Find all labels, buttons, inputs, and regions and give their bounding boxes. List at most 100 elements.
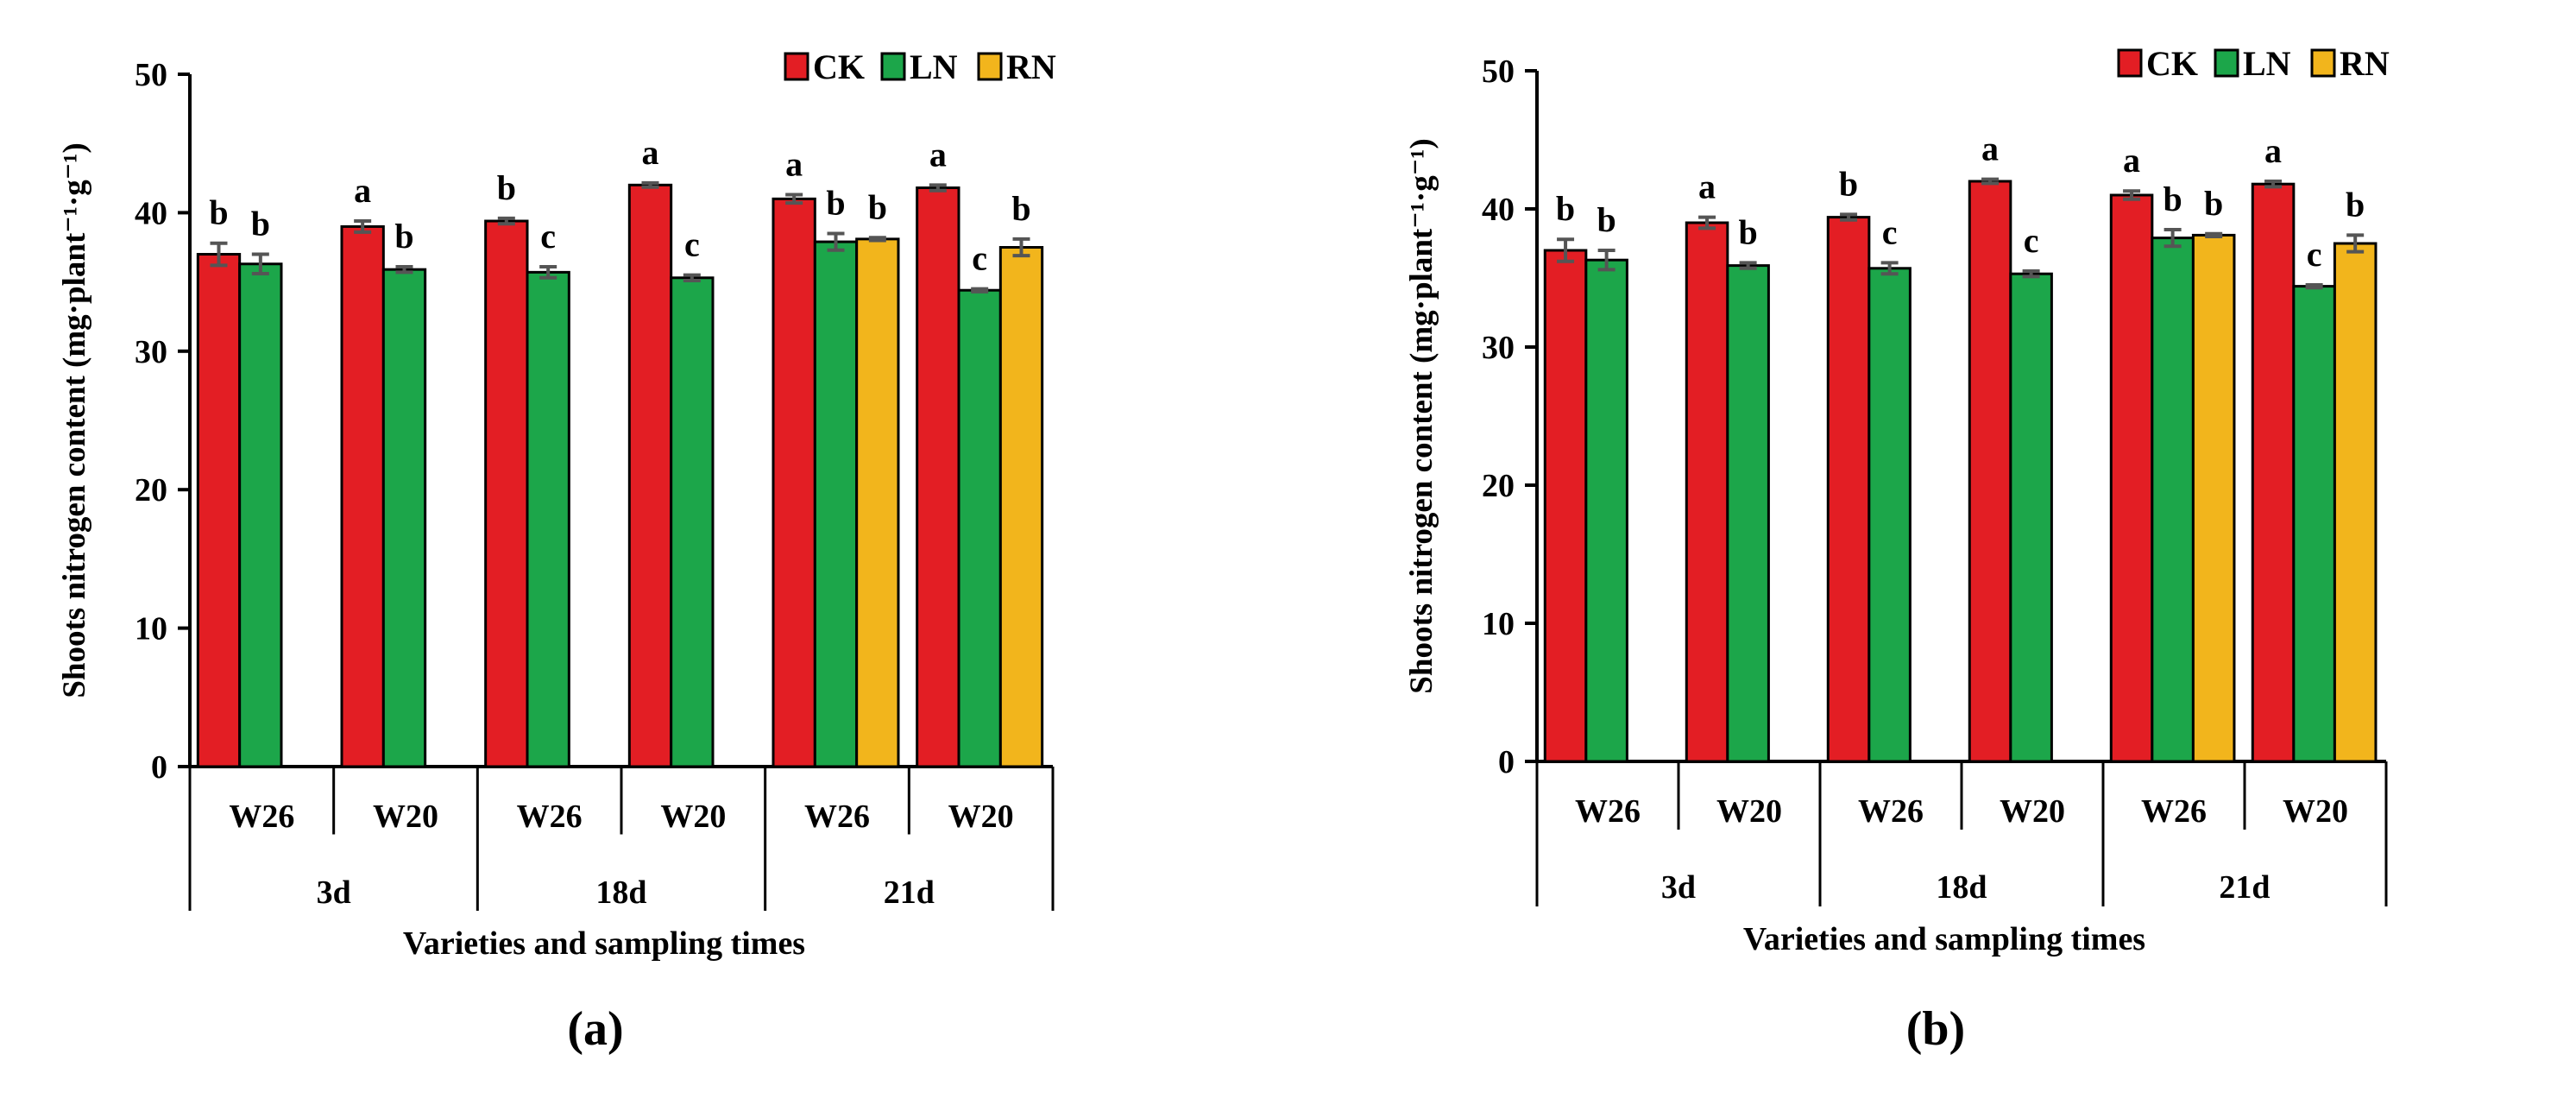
legend-swatch-ln (880, 52, 906, 81)
bar-ck (2109, 193, 2154, 763)
variety-label: W20 (660, 799, 726, 835)
bar-ln (1584, 258, 1628, 763)
bar-ln (957, 288, 1002, 768)
bar-ck (484, 219, 529, 768)
significance-label: c (1882, 212, 1898, 251)
significance-label: b (251, 205, 270, 243)
significance-label: b (2204, 184, 2223, 223)
x-axis-label: Varieties and sampling times (1743, 921, 2145, 957)
bar-ln (813, 240, 859, 768)
significance-label: b (2346, 185, 2365, 224)
significance-label: b (497, 168, 516, 207)
variety-label: W20 (2283, 793, 2348, 830)
time-label: 21d (2219, 869, 2270, 906)
significance-label: b (209, 193, 228, 232)
significance-label: a (1981, 129, 1999, 168)
significance-label: a (642, 133, 659, 172)
variety-label: W26 (1858, 793, 1924, 830)
bar-rn (2333, 242, 2378, 763)
bar-ck (627, 183, 673, 768)
bar-rn (998, 246, 1044, 768)
bar-ck (196, 253, 242, 768)
significance-label: b (1597, 200, 1616, 239)
bar-ck (2251, 182, 2296, 763)
significance-label: b (394, 217, 413, 256)
significance-label: c (972, 239, 987, 278)
time-label: 18d (1936, 869, 1987, 906)
y-tick-label: 40 (1482, 192, 1515, 228)
significance-label: b (2163, 180, 2182, 218)
time-label: 3d (1661, 869, 1696, 906)
bar-ln (1867, 267, 1912, 763)
significance-label: a (1698, 167, 1716, 206)
significance-label: b (1011, 189, 1030, 228)
legend-label-rn: RN (1006, 47, 1056, 86)
legend-swatch-ln (2214, 48, 2239, 78)
significance-label: b (1738, 212, 1757, 251)
variety-label: W20 (948, 799, 1014, 835)
significance-label: a (929, 135, 947, 174)
significance-label: c (2024, 221, 2039, 260)
bar-ck (1826, 216, 1871, 763)
y-tick-label: 0 (151, 749, 167, 786)
significance-label: a (785, 145, 803, 184)
y-tick-label: 0 (1498, 744, 1515, 780)
time-label: 3d (317, 875, 351, 911)
legend-swatch-rn (2310, 48, 2336, 78)
y-tick-label: 20 (1482, 468, 1515, 504)
bar-rn (2191, 233, 2236, 763)
variety-label: W26 (229, 799, 294, 835)
bar-ln (1726, 264, 1770, 763)
variety-label: W20 (2000, 793, 2065, 830)
significance-label: c (2307, 235, 2322, 274)
bar-ln (381, 268, 427, 768)
bar-ck (916, 186, 960, 768)
legend-swatch-rn (977, 52, 1003, 81)
time-label: 21d (884, 875, 935, 911)
bar-ck (1543, 249, 1588, 763)
significance-label: b (868, 187, 887, 226)
legend-label-rn: RN (2340, 44, 2390, 83)
significance-label: b (826, 183, 845, 222)
bar-ln (238, 262, 283, 768)
x-axis-label: Varieties and sampling times (403, 925, 805, 962)
legend-label-ck: CK (2146, 44, 2198, 83)
y-tick-label: 30 (135, 334, 167, 370)
bar-ln (526, 270, 570, 768)
bar-ln (2292, 285, 2336, 763)
variety-label: W26 (1575, 793, 1641, 830)
chart-panel-a: 0 10 20 30 40 50 Shoots nitrogen content (mg·p… (57, 47, 1056, 1056)
bar-ln (2151, 237, 2195, 763)
panel-label: (b) (1906, 1002, 1965, 1056)
variety-label: W26 (804, 799, 870, 835)
bar-ln (2009, 272, 2053, 763)
significance-label: a (2264, 131, 2282, 170)
legend-swatch-ck (784, 52, 809, 81)
y-tick-label: 20 (135, 472, 167, 508)
y-tick-label: 50 (135, 57, 167, 93)
significance-label: a (2123, 141, 2140, 180)
variety-label: W20 (1716, 793, 1782, 830)
chart-panel-b: 0 10 20 30 40 50 Shoots nitrogen content (mg·p… (1404, 44, 2390, 1056)
legend-label-ln: LN (2243, 44, 2291, 83)
legend-label-ln: LN (910, 47, 958, 86)
y-axis-label: Shoots nitrogen content (mg·plant⁻¹·g⁻¹) (57, 142, 92, 698)
significance-label: b (1556, 189, 1575, 228)
y-tick-label: 10 (1482, 606, 1515, 642)
significance-label: b (1839, 164, 1858, 203)
bar-ck (772, 197, 816, 768)
y-tick-label: 40 (135, 195, 167, 231)
bar-ln (670, 276, 715, 768)
significance-label: c (540, 217, 556, 256)
bar-ck (1968, 180, 2012, 763)
significance-label: a (354, 171, 371, 210)
variety-label: W26 (2141, 793, 2207, 830)
time-label: 18d (595, 875, 646, 911)
significance-label: c (684, 225, 700, 264)
bar-ck (1685, 221, 1729, 763)
legend-swatch-ck (2117, 48, 2143, 78)
variety-label: W20 (373, 799, 438, 835)
panel-label: (a) (567, 1002, 623, 1056)
